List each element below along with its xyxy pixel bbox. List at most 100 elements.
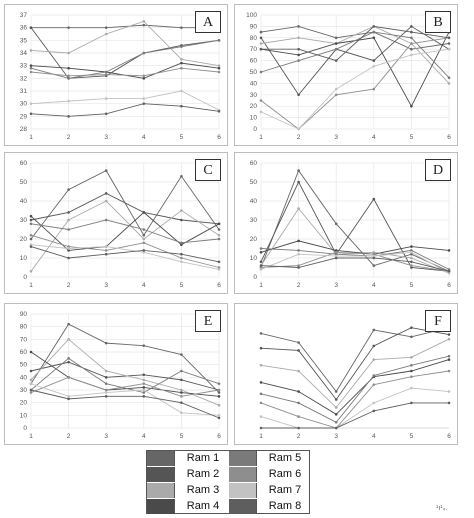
x-tick-label: 1: [259, 282, 263, 289]
chart-panel-c: 0 10 20 30 40 50 60 1 2 3 4 5 6 C: [4, 152, 228, 294]
data-point: [67, 74, 70, 78]
data-point: [372, 328, 376, 332]
legend-swatch: [147, 451, 175, 466]
y-tick-label: 90: [250, 23, 258, 30]
data-point: [334, 406, 338, 409]
data-point: [217, 414, 221, 417]
data-point: [259, 381, 263, 384]
data-point: [334, 251, 338, 254]
panel-tag-c: C: [195, 159, 221, 181]
y-tick-label: 90: [20, 311, 28, 318]
data-point: [104, 376, 108, 379]
data-point: [334, 59, 338, 62]
data-point: [410, 356, 413, 359]
data-point: [67, 249, 70, 252]
y-tick-label: 35: [20, 37, 28, 44]
data-point: [372, 65, 376, 68]
data-point: [217, 66, 221, 70]
series-line: [30, 244, 220, 270]
data-point: [410, 25, 413, 28]
data-point: [29, 350, 33, 354]
x-tick-label: 4: [372, 282, 376, 289]
data-point: [29, 270, 33, 273]
data-point: [410, 260, 413, 264]
legend-item-ram-3: Ram 3: [147, 483, 229, 498]
data-point: [447, 36, 451, 40]
data-point: [259, 266, 263, 269]
data-point: [259, 332, 263, 335]
series-line: [260, 180, 450, 272]
data-point: [297, 180, 300, 184]
data-point: [142, 388, 146, 392]
data-point: [297, 390, 300, 393]
data-point: [447, 358, 451, 361]
series-line: [260, 327, 450, 401]
data-point: [180, 104, 183, 108]
y-tick-label: 34: [20, 50, 28, 57]
data-point: [447, 249, 451, 252]
data-point: [410, 47, 413, 51]
data-point: [142, 237, 146, 241]
data-point: [67, 256, 70, 260]
data-point: [180, 66, 183, 70]
data-point: [410, 369, 413, 373]
data-point: [297, 93, 300, 97]
legend-label: Ram 8: [268, 500, 302, 512]
y-tick-label: 30: [20, 101, 28, 108]
data-point: [372, 36, 376, 40]
chart-svg-f: 1 2 3 4 5 6: [259, 326, 451, 440]
data-point: [104, 369, 108, 373]
data-point: [372, 358, 376, 361]
y-tick-label: 0: [23, 274, 27, 281]
data-point: [67, 26, 70, 29]
data-point: [180, 45, 183, 48]
legend-swatch: [229, 499, 257, 514]
data-point: [334, 87, 338, 91]
data-point: [447, 76, 451, 79]
series-line: [30, 246, 220, 263]
data-point: [104, 388, 108, 392]
series-line: [30, 338, 220, 406]
data-point: [297, 252, 300, 256]
data-point: [259, 247, 263, 250]
series-line: [30, 20, 220, 67]
data-point: [447, 337, 451, 341]
series-line: [30, 323, 220, 393]
legend-label: Ram 7: [268, 484, 302, 496]
data-point: [334, 426, 338, 430]
data-point: [447, 354, 451, 358]
chart-svg-c: 0 10 20 30 40 50 60 1 2 3 4 5 6: [20, 160, 221, 289]
x-tick-label: 1: [29, 282, 33, 289]
legend-swatch: [147, 499, 175, 514]
data-point: [142, 373, 146, 377]
data-point: [67, 99, 70, 103]
data-point: [67, 322, 70, 326]
data-point: [142, 241, 146, 245]
data-point: [104, 73, 108, 76]
data-point: [447, 271, 451, 275]
y-tick-label: 36: [20, 25, 28, 32]
legend-swatch: [147, 467, 175, 482]
data-point: [297, 415, 300, 418]
data-point: [410, 375, 413, 378]
x-tick-label: 1: [259, 134, 263, 141]
data-point: [447, 268, 451, 271]
data-point: [142, 344, 146, 347]
data-point: [29, 391, 33, 394]
data-point: [372, 374, 376, 377]
data-point: [297, 36, 300, 40]
data-point: [104, 391, 108, 394]
data-point: [67, 357, 70, 360]
series-line: [30, 27, 220, 79]
x-tick-label: 5: [180, 433, 184, 440]
y-tick-label: 33: [20, 63, 28, 70]
data-point: [334, 413, 338, 416]
data-point: [104, 112, 108, 116]
data-point: [334, 249, 338, 252]
data-point: [297, 266, 300, 269]
data-point: [29, 369, 33, 373]
data-point: [104, 341, 108, 345]
data-point: [29, 243, 33, 246]
data-point: [104, 252, 108, 256]
x-tick-label: 6: [447, 134, 451, 141]
